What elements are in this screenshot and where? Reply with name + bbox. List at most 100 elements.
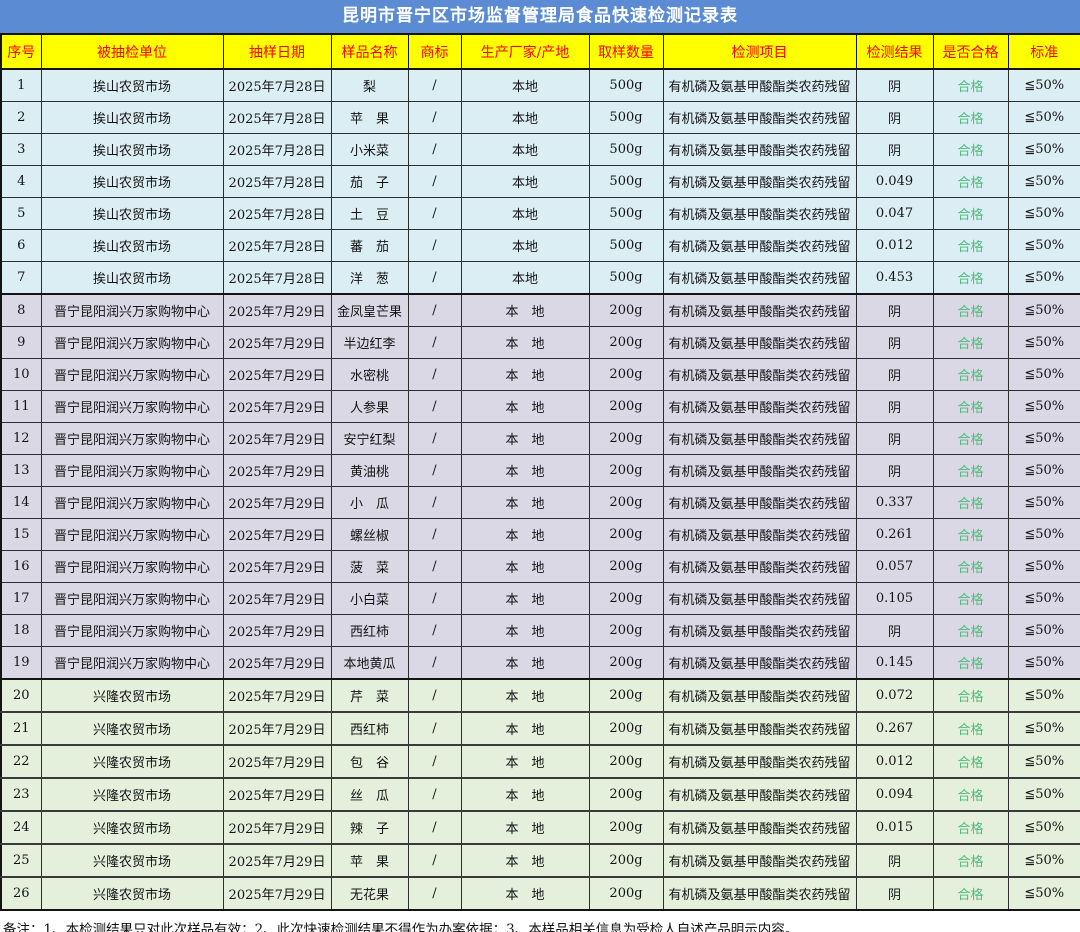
cell-producer: 本 地 xyxy=(460,843,590,878)
cell-result: 0.453 xyxy=(855,261,934,295)
cell-qualified: 合格 xyxy=(932,261,1009,295)
cell-qualified: 合格 xyxy=(932,843,1009,878)
cell-date: 2025年7月29日 xyxy=(222,711,332,746)
cell-sample: 小米菜 xyxy=(330,133,409,166)
cell-qualified: 合格 xyxy=(932,229,1009,262)
cell-qty: 200g xyxy=(588,550,664,583)
cell-brand: / xyxy=(407,390,462,423)
cell-standard: ≦50% xyxy=(1007,582,1080,615)
column-header-date: 抽样日期 xyxy=(222,33,332,70)
cell-result: 阴 xyxy=(855,843,934,878)
table-row: 16 晋宁昆阳润兴万家购物中心 2025年7月29日菠 菜 / 本 地 200g 有机磷及氨… xyxy=(0,550,1080,583)
cell-unit: 晋宁昆阳润兴万家购物中心 xyxy=(40,390,224,423)
cell-producer: 本地 xyxy=(460,197,590,230)
cell-qualified: 合格 xyxy=(932,165,1009,198)
cell-date: 2025年7月29日 xyxy=(222,843,332,878)
cell-qty: 200g xyxy=(588,810,664,845)
cell-sample: 辣 子 xyxy=(330,810,409,845)
cell-qty: 200g xyxy=(588,293,664,327)
cell-item: 有机磷及氨基甲酸酯类农药残留 xyxy=(662,358,857,391)
cell-qualified: 合格 xyxy=(932,197,1009,230)
cell-result: 0.015 xyxy=(855,810,934,845)
cell-qualified: 合格 xyxy=(932,358,1009,391)
cell-qualified: 合格 xyxy=(932,390,1009,423)
cell-date: 2025年7月28日 xyxy=(222,261,332,295)
cell-item: 有机磷及氨基甲酸酯类农药残留 xyxy=(662,326,857,359)
cell-sample: 梨 xyxy=(330,68,409,102)
cell-date: 2025年7月28日 xyxy=(222,133,332,166)
cell-standard: ≦50% xyxy=(1007,197,1080,230)
cell-result: 0.072 xyxy=(855,678,934,713)
cell-unit: 晋宁昆阳润兴万家购物中心 xyxy=(40,646,224,680)
cell-unit: 兴隆农贸市场 xyxy=(40,744,224,779)
cell-sample: 螺丝椒 xyxy=(330,518,409,551)
cell-result: 阴 xyxy=(855,101,934,134)
cell-qualified: 合格 xyxy=(932,876,1009,911)
cell-producer: 本 地 xyxy=(460,390,590,423)
cell-date: 2025年7月29日 xyxy=(222,810,332,845)
cell-brand: / xyxy=(407,326,462,359)
cell-date: 2025年7月29日 xyxy=(222,550,332,583)
cell-date: 2025年7月28日 xyxy=(222,197,332,230)
cell-standard: ≦50% xyxy=(1007,165,1080,198)
cell-date: 2025年7月29日 xyxy=(222,678,332,713)
cell-standard: ≦50% xyxy=(1007,326,1080,359)
cell-brand: / xyxy=(407,876,462,911)
cell-qualified: 合格 xyxy=(932,614,1009,647)
cell-seq: 9 xyxy=(0,326,42,359)
cell-qty: 500g xyxy=(588,229,664,262)
cell-seq: 6 xyxy=(0,229,42,262)
cell-seq: 10 xyxy=(0,358,42,391)
cell-qty: 200g xyxy=(588,422,664,455)
cell-unit: 兴隆农贸市场 xyxy=(40,777,224,812)
cell-sample: 本地黄瓜 xyxy=(330,646,409,680)
cell-seq: 16 xyxy=(0,550,42,583)
table-row: 22 兴隆农贸市场 2025年7月29日包 谷 / 本 地 200g 有机磷及氨基甲酸酯类农… xyxy=(0,744,1080,779)
table-row: 11 晋宁昆阳润兴万家购物中心 2025年7月29日 人参果 / 本 地 200g 有机磷及氨… xyxy=(0,390,1080,423)
table-row: 10 晋宁昆阳润兴万家购物中心 2025年7月29日 水密桃 / 本 地 200g 有机磷及氨… xyxy=(0,358,1080,391)
cell-date: 2025年7月29日 xyxy=(222,358,332,391)
table-row: 1 挨山农贸市场 2025年7月28日梨 / 本地 500g 有机磷及氨基甲酸酯类农药残留阴… xyxy=(0,68,1080,102)
cell-qualified: 合格 xyxy=(932,646,1009,680)
cell-brand: / xyxy=(407,101,462,134)
cell-qty: 200g xyxy=(588,358,664,391)
cell-producer: 本 地 xyxy=(460,582,590,615)
cell-item: 有机磷及氨基甲酸酯类农药残留 xyxy=(662,293,857,327)
cell-standard: ≦50% xyxy=(1007,711,1080,746)
cell-unit: 晋宁昆阳润兴万家购物中心 xyxy=(40,293,224,327)
cell-qty: 200g xyxy=(588,486,664,519)
cell-qualified: 合格 xyxy=(932,422,1009,455)
column-header-result: 检测结果 xyxy=(855,33,934,70)
cell-seq: 13 xyxy=(0,454,42,487)
cell-producer: 本 地 xyxy=(460,358,590,391)
cell-producer: 本 地 xyxy=(460,876,590,911)
cell-seq: 23 xyxy=(0,777,42,812)
table-row: 15 晋宁昆阳润兴万家购物中心 2025年7月29日 螺丝椒 / 本 地 200g 有机磷及氨… xyxy=(0,518,1080,551)
table-row: 5 挨山农贸市场 2025年7月28日土 豆 / 本地 500g 有机磷及氨基甲酸酯类农药残… xyxy=(0,197,1080,230)
cell-brand: / xyxy=(407,454,462,487)
cell-qty: 200g xyxy=(588,744,664,779)
cell-seq: 25 xyxy=(0,843,42,878)
cell-item: 有机磷及氨基甲酸酯类农药残留 xyxy=(662,810,857,845)
cell-qualified: 合格 xyxy=(932,711,1009,746)
cell-item: 有机磷及氨基甲酸酯类农药残留 xyxy=(662,101,857,134)
cell-result: 阴 xyxy=(855,390,934,423)
cell-qty: 200g xyxy=(588,876,664,911)
cell-item: 有机磷及氨基甲酸酯类农药残留 xyxy=(662,261,857,295)
cell-producer: 本 地 xyxy=(460,810,590,845)
cell-item: 有机磷及氨基甲酸酯类农药残留 xyxy=(662,197,857,230)
cell-qualified: 合格 xyxy=(932,326,1009,359)
cell-standard: ≦50% xyxy=(1007,744,1080,779)
cell-sample: 金凤皇芒果 xyxy=(330,293,409,327)
cell-sample: 无花果 xyxy=(330,876,409,911)
cell-brand: / xyxy=(407,165,462,198)
cell-producer: 本 地 xyxy=(460,486,590,519)
cell-standard: ≦50% xyxy=(1007,550,1080,583)
cell-unit: 晋宁昆阳润兴万家购物中心 xyxy=(40,582,224,615)
table-row: 13 晋宁昆阳润兴万家购物中心 2025年7月29日 黄油桃 / 本 地 200g 有机磷及氨… xyxy=(0,454,1080,487)
cell-sample: 黄油桃 xyxy=(330,454,409,487)
cell-seq: 21 xyxy=(0,711,42,746)
cell-qty: 200g xyxy=(588,843,664,878)
cell-unit: 兴隆农贸市场 xyxy=(40,711,224,746)
